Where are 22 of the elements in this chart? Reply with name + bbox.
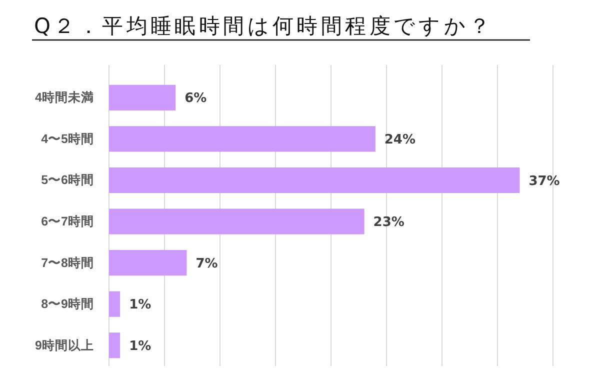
y-tick-label: 4〜5時間 <box>41 132 94 146</box>
bar <box>109 291 120 317</box>
y-tick-label: 6〜7時間 <box>41 214 94 228</box>
y-tick-label: 7〜8時間 <box>41 256 94 270</box>
chart-title: Q２．平均睡眠時間は何時間程度ですか？ <box>34 14 494 38</box>
y-tick-label: 5〜6時間 <box>41 173 94 188</box>
bar <box>109 208 364 234</box>
data-label: 23% <box>373 215 404 230</box>
data-label: 1% <box>129 298 152 313</box>
data-label: 7% <box>196 256 218 272</box>
y-tick-label: 9時間以上 <box>35 338 94 352</box>
bar <box>109 84 176 110</box>
y-tick-label: 4時間未満 <box>35 90 94 105</box>
data-label: 37% <box>528 174 560 189</box>
data-label: 1% <box>129 338 152 354</box>
y-tick-label: 8〜9時間 <box>41 297 94 312</box>
bar <box>109 167 520 194</box>
bar <box>109 250 187 276</box>
bar <box>109 126 376 152</box>
data-label: 24% <box>384 132 416 148</box>
bar <box>109 332 120 358</box>
data-label: 6% <box>184 91 207 106</box>
